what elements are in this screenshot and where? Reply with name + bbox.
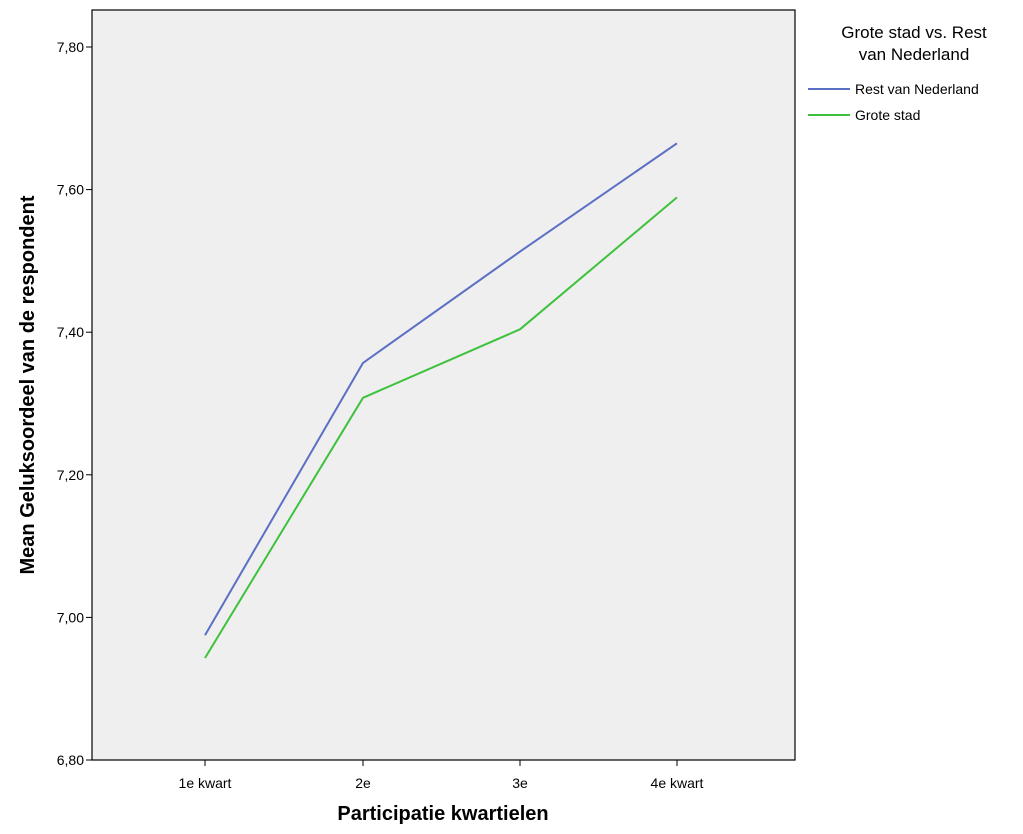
y-tick-label: 7,00: [57, 609, 84, 625]
series-lines: [204, 142, 678, 659]
x-axis: 1e kwart 2e 3e 4e kwart: [179, 760, 704, 791]
y-axis: 6,80 7,00 7,20 7,40 7,60 7,80: [57, 39, 92, 768]
legend-label: Rest van Nederland: [855, 81, 979, 97]
series-line-1: [204, 142, 678, 636]
y-tick-label: 7,60: [57, 182, 84, 198]
x-tick-label: 1e kwart: [179, 775, 232, 791]
y-tick-label: 7,80: [57, 39, 84, 55]
x-tick-label: 2e: [355, 775, 371, 791]
x-tick-label: 4e kwart: [651, 775, 704, 791]
x-tick-label: 3e: [512, 775, 528, 791]
legend-title-line-1: Grote stad vs. Rest: [841, 23, 987, 42]
legend: Grote stad vs. Rest van Nederland Rest v…: [808, 23, 987, 123]
legend-label: Grote stad: [855, 107, 920, 123]
y-axis-title: Mean Geluksoordeel van de respondent: [17, 195, 39, 574]
series-line-2: [204, 196, 678, 659]
y-tick-label: 7,20: [57, 467, 84, 483]
plot-area: [91, 9, 796, 761]
y-tick-label: 6,80: [57, 752, 84, 768]
x-axis-title: Participatie kwartielen: [337, 803, 548, 825]
y-tick-label: 7,40: [57, 324, 84, 340]
legend-items: Rest van Nederland Grote stad: [808, 81, 979, 123]
legend-title-line-2: van Nederland: [859, 45, 970, 64]
